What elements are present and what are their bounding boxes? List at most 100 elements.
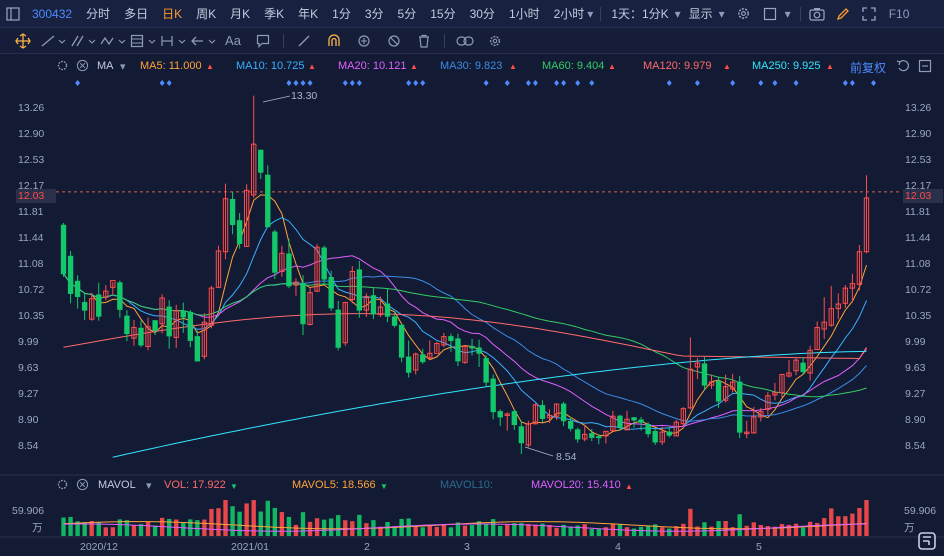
trash-icon[interactable]	[409, 31, 439, 51]
settings-gear-icon[interactable]	[56, 59, 69, 75]
camera-icon[interactable]	[808, 5, 826, 23]
adjust-mode[interactable]: 前复权	[850, 61, 887, 75]
candle-body	[103, 290, 109, 298]
signal-marker	[575, 80, 581, 86]
signal-markers	[75, 80, 877, 86]
wave-line-icon[interactable]	[98, 31, 128, 51]
candle-body	[645, 424, 651, 435]
volume-bar	[103, 527, 108, 536]
period-tab[interactable]: 分时	[86, 7, 111, 21]
ma-indicator-name[interactable]: MA	[97, 60, 114, 72]
volume-bar	[434, 526, 440, 536]
period-tab[interactable]: 年K	[298, 7, 319, 21]
volume-bar	[427, 525, 432, 536]
chevron-down-icon[interactable]: ▾	[120, 61, 126, 73]
chevron-down-icon[interactable]: ▾	[718, 6, 725, 21]
hide-panel-icon[interactable]	[918, 59, 932, 76]
period-tab[interactable]: 1小时	[508, 7, 540, 21]
volume-bar	[138, 524, 144, 536]
period-tab[interactable]: 多日	[124, 7, 149, 21]
candle-body	[441, 336, 447, 346]
ruler-icon[interactable]	[289, 31, 319, 51]
text-tool-icon[interactable]: Aa	[225, 33, 241, 48]
fullscreen-icon[interactable]	[860, 5, 878, 23]
chevron-down-icon[interactable]: ▾	[674, 6, 681, 21]
candle	[821, 297, 827, 339]
f10-button[interactable]: F10	[888, 6, 910, 21]
volume-bar	[145, 521, 151, 536]
volume-bar	[779, 524, 785, 536]
period-tab[interactable]: 2小时	[553, 7, 585, 21]
signal-marker	[871, 80, 877, 86]
candle-body	[553, 403, 560, 417]
display-menu[interactable]: 显示	[688, 7, 713, 21]
candle-body	[715, 380, 722, 402]
pencil-icon[interactable]	[834, 5, 852, 23]
period-tab[interactable]: 月K	[230, 7, 251, 21]
settings-gear-icon[interactable]	[735, 5, 753, 23]
toolbar-divider	[600, 6, 602, 21]
stock-code[interactable]: 300432	[32, 6, 73, 21]
candle-body	[405, 356, 412, 373]
magnet-icon[interactable]	[319, 31, 349, 51]
settings-gear-icon[interactable]	[480, 31, 510, 51]
volume-indicator-name[interactable]: MAVOL	[98, 479, 136, 491]
undo-icon[interactable]	[896, 59, 910, 76]
chevron-down-icon[interactable]: ▾	[146, 480, 152, 492]
candle-body	[560, 403, 567, 422]
period-tab[interactable]: 30分	[469, 7, 495, 21]
checkbox-icon[interactable]	[761, 5, 779, 23]
moving-average-lines	[63, 194, 867, 458]
candle-body	[455, 338, 461, 362]
volume-bar	[589, 529, 594, 536]
fibonacci-icon[interactable]	[128, 31, 158, 51]
candle-body	[800, 362, 806, 372]
candle	[758, 407, 764, 422]
settings-gear-icon[interactable]	[56, 478, 69, 494]
period-tab[interactable]: 15分	[430, 7, 456, 21]
candle	[567, 416, 574, 432]
period-tab[interactable]: 周K	[196, 7, 217, 21]
candle	[328, 270, 334, 311]
volume-bar	[490, 519, 496, 536]
close-icon[interactable]	[76, 478, 89, 494]
candle-body	[384, 303, 391, 317]
volume-bar	[110, 527, 116, 536]
volume-bar	[68, 516, 73, 536]
close-icon[interactable]	[76, 59, 89, 75]
candle-body	[497, 411, 503, 418]
candle-body	[413, 353, 419, 371]
candle-body	[89, 298, 95, 320]
period-tab[interactable]: 季K	[264, 7, 285, 21]
period-tab[interactable]: 3分	[364, 7, 384, 21]
arrow-left-icon[interactable]	[188, 31, 218, 51]
ma20-value: MA20: 10.121	[338, 60, 407, 72]
measure-icon[interactable]	[158, 31, 188, 51]
period-tab[interactable]: 1分	[332, 7, 351, 21]
crosshair-move-icon[interactable]	[8, 31, 38, 51]
hide-icon[interactable]	[379, 31, 409, 51]
signal-marker	[694, 80, 700, 86]
range-select[interactable]: 1天：1分K	[611, 7, 669, 21]
candle	[307, 287, 313, 326]
candle	[420, 348, 426, 364]
period-tab[interactable]: 5分	[397, 7, 417, 21]
link-icon[interactable]	[450, 31, 480, 51]
candle	[518, 420, 525, 455]
chevron-down-icon[interactable]: ▾	[587, 6, 594, 21]
candle-body	[67, 255, 74, 294]
candle	[793, 357, 799, 376]
comment-icon[interactable]	[248, 31, 278, 51]
volume-bar	[152, 525, 158, 536]
lock-icon[interactable]	[349, 31, 379, 51]
candle-body	[427, 352, 433, 359]
candle-body	[363, 295, 370, 311]
period-tab-active[interactable]: 日K	[162, 7, 183, 21]
channel-line-icon[interactable]	[68, 31, 98, 51]
chevron-down-icon[interactable]: ▾	[784, 6, 791, 21]
trend-line-icon[interactable]	[38, 31, 68, 51]
price-tick: 9.63	[18, 362, 39, 374]
panel-toggle-icon[interactable]	[4, 5, 22, 23]
candle-body	[532, 404, 539, 425]
